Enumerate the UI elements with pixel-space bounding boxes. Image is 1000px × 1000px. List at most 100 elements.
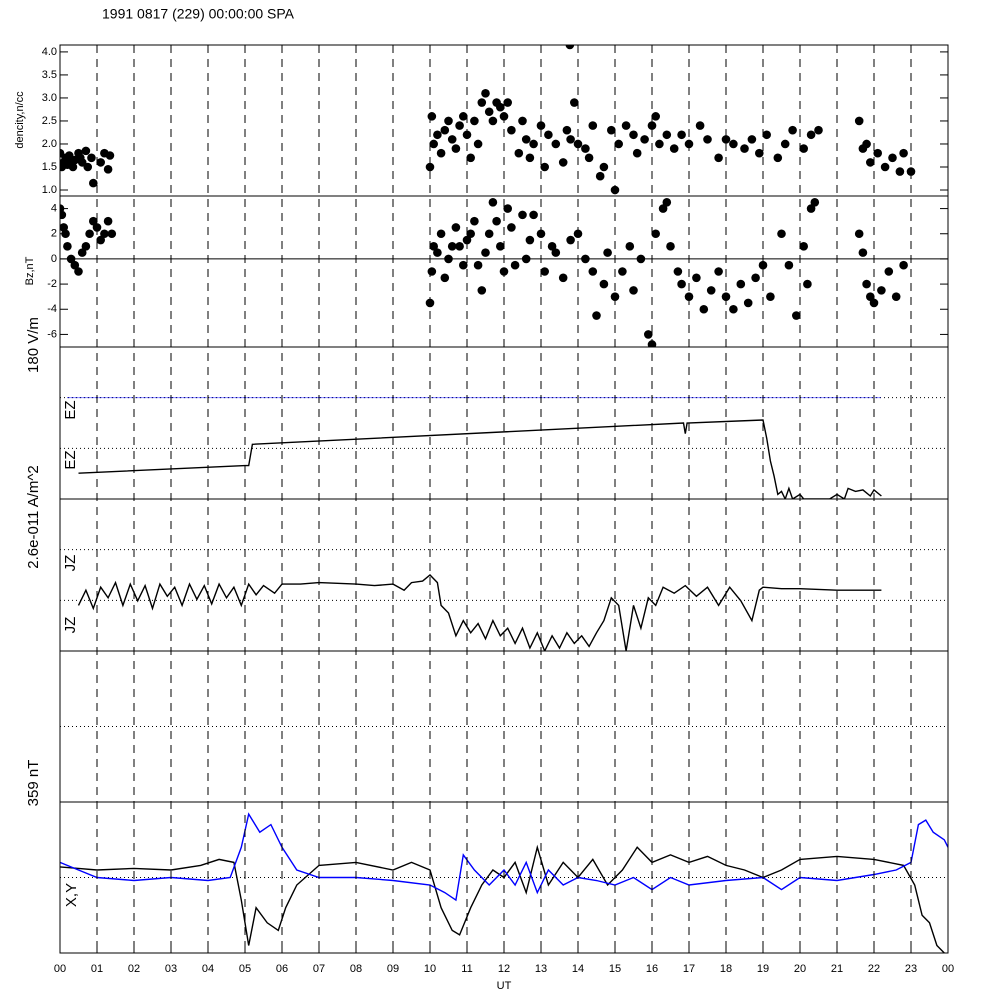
data-point — [603, 248, 612, 257]
data-point — [544, 130, 553, 140]
y-tick-label: 0 — [51, 253, 57, 265]
x-tick-label: 10 — [424, 963, 436, 975]
data-point — [740, 144, 749, 153]
data-point — [866, 292, 875, 301]
data-point — [884, 267, 894, 276]
series-line — [60, 812, 948, 902]
data-point — [70, 260, 80, 270]
x-tick-label: 00 — [942, 963, 954, 975]
data-point — [814, 125, 823, 135]
data-point — [854, 116, 864, 126]
data-point — [662, 197, 672, 207]
data-point — [529, 139, 538, 149]
data-point — [466, 153, 476, 163]
data-point — [632, 148, 642, 158]
data-point — [429, 139, 439, 149]
x-tick-label: 07 — [313, 963, 325, 975]
data-point — [673, 267, 683, 276]
data-point — [429, 242, 439, 251]
data-point — [521, 254, 531, 264]
data-point — [89, 216, 98, 226]
data-point — [540, 267, 549, 276]
data-point — [721, 292, 731, 301]
x-tick-label: 11 — [461, 963, 472, 975]
data-point — [729, 304, 738, 314]
data-point — [451, 144, 461, 153]
data-point — [640, 135, 649, 144]
data-point — [536, 121, 546, 130]
x-tick-label: 05 — [239, 963, 251, 975]
data-point — [83, 162, 93, 172]
data-point — [540, 162, 549, 172]
data-point — [425, 162, 435, 172]
x-tick-label: 06 — [276, 963, 288, 975]
data-point — [677, 279, 686, 289]
data-point — [799, 144, 808, 153]
data-point — [743, 298, 753, 308]
data-point — [566, 135, 575, 144]
data-point — [562, 125, 572, 135]
data-point — [481, 248, 490, 257]
data-point — [858, 248, 868, 257]
y-axis-label: 359 nT — [25, 760, 42, 807]
data-point — [784, 260, 794, 270]
data-point — [755, 148, 764, 158]
data-point — [588, 121, 598, 130]
x-tick-label: 20 — [794, 963, 806, 975]
data-point — [96, 158, 105, 167]
data-point — [714, 267, 723, 276]
x-tick-label: 21 — [831, 963, 843, 975]
data-point — [481, 89, 490, 98]
data-point — [444, 254, 453, 264]
data-point — [666, 242, 675, 251]
x-tick-label: 09 — [387, 963, 399, 975]
data-point — [459, 112, 468, 121]
data-point — [85, 229, 94, 239]
data-point — [518, 210, 527, 220]
data-point — [444, 116, 453, 126]
data-point — [877, 286, 886, 295]
data-point — [854, 229, 864, 239]
x-tick-label: 23 — [905, 963, 917, 975]
data-point — [477, 98, 487, 107]
data-point — [514, 148, 524, 158]
data-point — [89, 178, 98, 188]
data-point — [87, 153, 96, 163]
data-point — [792, 311, 801, 320]
data-point — [806, 130, 816, 140]
y-tick-label: -4 — [47, 303, 57, 315]
data-point — [507, 125, 516, 135]
data-point — [551, 248, 561, 257]
data-point — [806, 204, 816, 213]
data-point — [447, 135, 457, 144]
x-tick-label: 03 — [165, 963, 177, 975]
data-point — [566, 235, 575, 245]
data-point — [692, 273, 701, 283]
data-point — [503, 204, 512, 213]
annotation: EZ — [62, 450, 79, 469]
data-point — [747, 135, 757, 144]
data-point — [891, 292, 901, 301]
data-point — [81, 146, 91, 156]
x-tick-label: 02 — [128, 963, 140, 975]
data-point — [703, 135, 712, 144]
y-tick-label: 4 — [51, 202, 57, 214]
data-point — [599, 279, 609, 289]
data-point — [510, 260, 520, 270]
y-tick-label: 3.5 — [42, 69, 57, 81]
annotation: X,Y — [63, 883, 80, 907]
data-point — [440, 125, 450, 135]
data-point — [618, 267, 627, 276]
y-tick-label: 2.5 — [42, 115, 57, 127]
data-point — [100, 229, 109, 239]
data-point — [473, 260, 483, 270]
data-point — [503, 98, 512, 107]
data-point — [547, 242, 557, 251]
data-point — [455, 242, 464, 251]
data-point — [899, 260, 908, 270]
y-axis-label: dencity,n/cc — [14, 91, 26, 149]
data-point — [484, 107, 494, 117]
data-point — [492, 216, 501, 226]
data-point — [63, 242, 72, 251]
